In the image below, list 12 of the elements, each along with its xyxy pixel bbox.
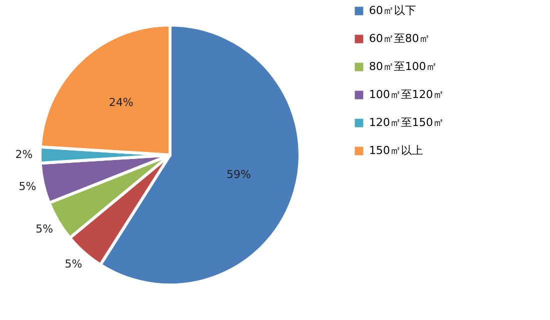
legend-label: 80㎡至100㎡ [369,60,437,73]
data-label: 24% [108,96,134,109]
legend-label: 60㎡以下 [369,4,416,17]
data-label: 5% [64,258,82,271]
legend-label: 150㎡以上 [369,144,423,157]
legend-label: 120㎡至150㎡ [369,116,444,129]
data-label: 2% [15,148,33,161]
legend-label: 100㎡至120㎡ [369,88,444,101]
data-label: 5% [18,180,36,193]
data-label: 59% [226,168,251,181]
legend-label: 60㎡至80㎡ [369,32,430,45]
data-label: 5% [36,222,54,236]
